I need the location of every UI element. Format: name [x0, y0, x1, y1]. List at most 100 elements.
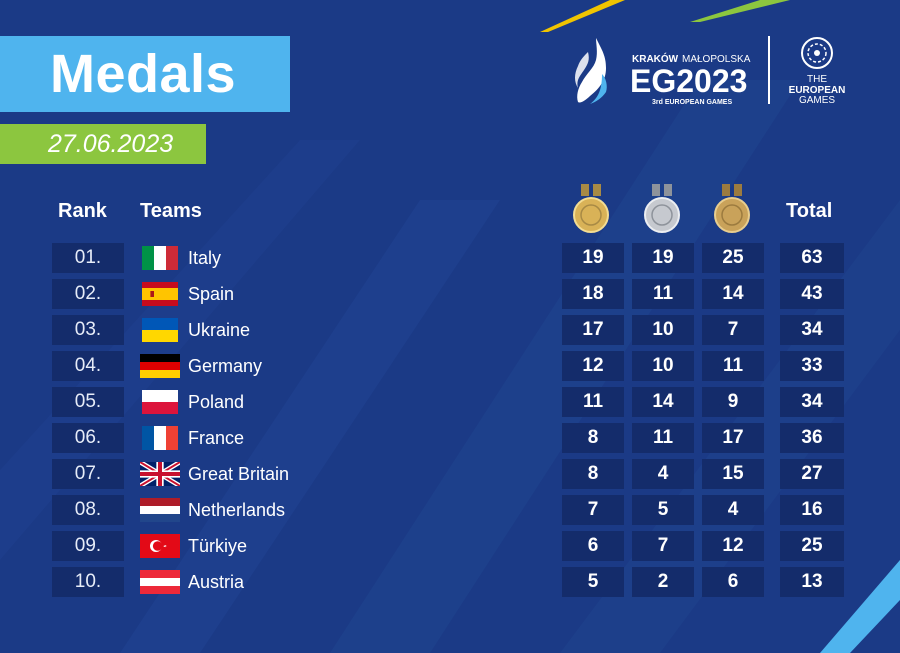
italy-flag-icon: [142, 246, 178, 270]
silver-count: 19: [632, 243, 694, 273]
silver-count: 14: [632, 387, 694, 417]
date-banner: 27.06.2023: [0, 124, 206, 164]
total-count: 63: [780, 243, 844, 273]
ukraine-flag-icon: [142, 318, 178, 342]
poland-flag-icon: [142, 390, 178, 414]
bronze-count: 7: [702, 315, 764, 345]
spain-flag-icon: [142, 282, 178, 306]
team-name: Italy: [188, 248, 222, 268]
date-label: 27.06.2023: [48, 129, 174, 158]
logo-city: KRAKÓW: [632, 52, 679, 65]
total-count: 36: [780, 423, 844, 453]
european-games-logo: THE EUROPEAN GAMES: [782, 36, 852, 106]
team-name: France: [188, 428, 245, 448]
total-count: 13: [780, 567, 844, 597]
table-row: 10. Austria 5 2 6 13: [0, 567, 900, 597]
rank-cell: 06.: [52, 423, 124, 453]
table-row: 01. Italy 19 19 25 63: [0, 243, 900, 273]
team-name: Germany: [188, 356, 263, 376]
partner-line-3: GAMES: [798, 95, 836, 106]
bronze-count: 17: [702, 423, 764, 453]
great-britain-flag-icon: [140, 462, 180, 486]
gold-count: 12: [562, 351, 624, 381]
bronze-count: 25: [702, 243, 764, 273]
gold-medal-icon: [573, 184, 609, 233]
table-row: 03. Ukraine 17 10 7 34: [0, 315, 900, 345]
total-count: 25: [780, 531, 844, 561]
bronze-medal-icon: [714, 184, 750, 233]
team-name: Netherlands: [188, 500, 286, 520]
silver-count: 2: [632, 567, 694, 597]
team-name: Türkiye: [188, 536, 248, 556]
table-row: 06. France 8 11 17 36: [0, 423, 900, 453]
bronze-count: 12: [702, 531, 764, 561]
silver-medal-icon: [644, 184, 680, 233]
germany-flag-icon: [140, 354, 180, 378]
total-count: 16: [780, 495, 844, 525]
logo-divider: [768, 36, 770, 104]
teams-header: Teams: [140, 200, 202, 222]
rank-cell: 01.: [52, 243, 124, 273]
silver-count: 10: [632, 315, 694, 345]
turkiye-flag-icon: [140, 534, 180, 558]
gold-count: 17: [562, 315, 624, 345]
bronze-count: 9: [702, 387, 764, 417]
bronze-count: 14: [702, 279, 764, 309]
austria-flag-icon: [140, 570, 180, 594]
logo-mark: EG2023: [630, 63, 747, 99]
total-header: Total: [786, 200, 833, 222]
table-row: 08. Netherlands 7 5 4 16: [0, 495, 900, 525]
logo-edition: 3rd EUROPEAN GAMES: [652, 99, 732, 106]
team-name: Great Britain: [188, 464, 290, 484]
european-games-ring-icon: [801, 37, 833, 69]
total-count: 43: [780, 279, 844, 309]
rank-cell: 02.: [52, 279, 124, 309]
netherlands-flag-icon: [140, 498, 180, 522]
team-name: Spain: [188, 284, 235, 304]
partner-line-1: THE: [807, 74, 827, 85]
page-title: Medals: [50, 44, 237, 104]
table-row: 07. Great Britain 8 4 15 27: [0, 459, 900, 489]
gold-count: 6: [562, 531, 624, 561]
rank-cell: 09.: [52, 531, 124, 561]
team-name: Poland: [188, 392, 245, 412]
bronze-count: 4: [702, 495, 764, 525]
logo-region: MAŁOPOLSKA: [682, 54, 751, 65]
table-row: 05. Poland 11 14 9 34: [0, 387, 900, 417]
rank-header: Rank: [58, 200, 107, 222]
silver-count: 11: [632, 279, 694, 309]
total-count: 33: [780, 351, 844, 381]
gold-count: 8: [562, 459, 624, 489]
rank-cell: 05.: [52, 387, 124, 417]
team-name: Austria: [188, 572, 245, 592]
silver-count: 11: [632, 423, 694, 453]
bronze-count: 11: [702, 351, 764, 381]
rank-cell: 08.: [52, 495, 124, 525]
table-row: 09. Türkiye 6 7 12 25: [0, 531, 900, 561]
gold-count: 18: [562, 279, 624, 309]
rank-cell: 07.: [52, 459, 124, 489]
rank-cell: 10.: [52, 567, 124, 597]
silver-count: 4: [632, 459, 694, 489]
gold-count: 8: [562, 423, 624, 453]
total-count: 34: [780, 387, 844, 417]
table-row: 04. Germany 12 10 11 33: [0, 351, 900, 381]
silver-count: 10: [632, 351, 694, 381]
gold-count: 11: [562, 387, 624, 417]
rank-cell: 04.: [52, 351, 124, 381]
bronze-count: 15: [702, 459, 764, 489]
france-flag-icon: [142, 426, 178, 450]
total-count: 34: [780, 315, 844, 345]
bronze-count: 6: [702, 567, 764, 597]
team-name: Ukraine: [188, 320, 251, 340]
rank-cell: 03.: [52, 315, 124, 345]
gold-count: 7: [562, 495, 624, 525]
table-row: 02. Spain 18 11 14 43: [0, 279, 900, 309]
silver-count: 5: [632, 495, 694, 525]
total-count: 27: [780, 459, 844, 489]
gold-count: 5: [562, 567, 624, 597]
title-banner: Medals: [0, 36, 290, 112]
eg2023-logo: KRAKÓW MAŁOPOLSKA EG2023 3rd EUROPEAN GA…: [575, 38, 751, 106]
partner-line-2: EUROPEAN: [788, 85, 846, 96]
silver-count: 7: [632, 531, 694, 561]
